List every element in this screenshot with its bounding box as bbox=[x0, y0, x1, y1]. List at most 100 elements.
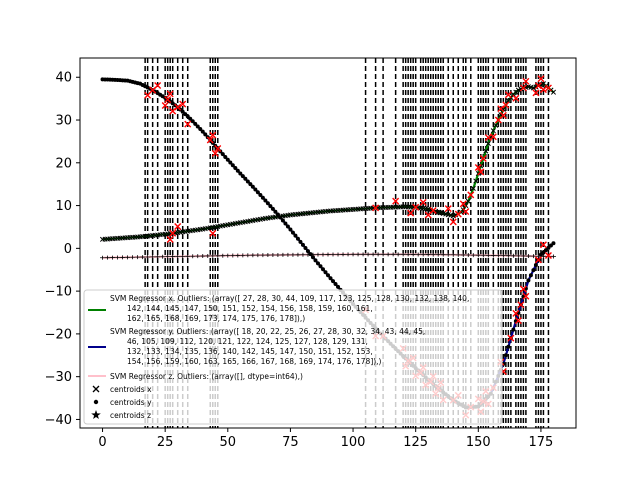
centroid-z-marker bbox=[230, 253, 236, 258]
y-tick-label: −10 bbox=[45, 285, 72, 300]
centroid-x-marker bbox=[473, 178, 479, 184]
centroid-z-marker bbox=[290, 252, 296, 257]
centroid-z-marker bbox=[490, 253, 496, 258]
centroid-z-marker bbox=[105, 255, 111, 260]
centroid-z-marker bbox=[255, 253, 261, 258]
y-tick-label: −30 bbox=[45, 370, 72, 385]
outlier-x-marker bbox=[459, 200, 467, 208]
legend-label-z: SVM Regressor z. Outliers: (array([], dt… bbox=[110, 372, 303, 381]
centroid-y-marker bbox=[331, 279, 336, 284]
centroid-z-marker bbox=[195, 254, 201, 259]
centroid-z-marker bbox=[400, 252, 406, 257]
outlier-x-marker bbox=[537, 75, 545, 83]
centroid-y-marker bbox=[195, 124, 200, 129]
outlier-y-marker bbox=[522, 292, 530, 300]
centroid-x-marker bbox=[493, 122, 499, 128]
centroid-y-marker bbox=[273, 209, 278, 214]
centroid-z-marker bbox=[165, 254, 171, 259]
centroid-z-marker bbox=[320, 252, 326, 257]
outlier-y-marker bbox=[144, 91, 152, 99]
centroid-y-marker bbox=[200, 129, 205, 134]
centroid-z-marker bbox=[270, 253, 276, 258]
outlier-x-marker bbox=[449, 218, 457, 226]
outlier-y-marker bbox=[154, 81, 162, 89]
centroid-y-marker bbox=[228, 160, 233, 165]
x-tick-label: 75 bbox=[282, 435, 299, 450]
centroid-y-marker bbox=[333, 282, 338, 287]
centroid-y-marker bbox=[533, 263, 538, 268]
centroid-z-marker bbox=[450, 252, 456, 257]
outlier-x-marker bbox=[444, 205, 452, 213]
centroid-z-marker bbox=[440, 252, 446, 257]
centroid-z-marker bbox=[285, 252, 291, 257]
centroid-y-marker bbox=[328, 276, 333, 281]
outlier-x-marker bbox=[174, 223, 182, 231]
centroid-y-marker bbox=[190, 119, 195, 124]
centroid-z-marker bbox=[185, 254, 191, 259]
centroid-z-marker bbox=[495, 253, 501, 258]
outlier-y-marker bbox=[539, 241, 547, 249]
legend-label-x-2: 142, 144, 145, 147, 150, 151, 152, 154, … bbox=[127, 304, 373, 313]
centroid-z-marker bbox=[420, 252, 426, 257]
centroid-y-marker bbox=[526, 278, 531, 283]
centroid-z-marker bbox=[305, 252, 311, 257]
centroid-y-marker bbox=[220, 152, 225, 157]
centroid-x-marker bbox=[470, 185, 476, 192]
centroid-z-marker bbox=[280, 252, 286, 257]
centroid-y-marker bbox=[270, 206, 275, 211]
outlier-y-marker bbox=[534, 256, 542, 264]
centroid-z-marker bbox=[180, 254, 186, 259]
outlier-y-marker bbox=[209, 131, 217, 139]
outlier-y-marker bbox=[214, 145, 222, 153]
centroid-y-marker bbox=[288, 227, 293, 232]
legend-label-x-1: SVM Regressor x. Outliers: (array([ 27, … bbox=[110, 294, 469, 303]
y-tick-label: 20 bbox=[55, 156, 72, 171]
legend-label-centroids-y: centroids y bbox=[110, 398, 152, 407]
centroid-y-marker bbox=[295, 236, 300, 241]
centroid-y-marker bbox=[285, 224, 290, 229]
centroid-z-marker bbox=[155, 254, 161, 259]
centroid-y-marker bbox=[203, 132, 208, 137]
centroid-z-marker bbox=[150, 254, 156, 259]
centroid-z-marker bbox=[200, 254, 206, 259]
centroid-y-marker bbox=[506, 344, 511, 349]
centroid-y-marker bbox=[253, 187, 258, 192]
centroid-x-marker bbox=[483, 148, 489, 154]
centroid-z-marker bbox=[470, 253, 476, 258]
outlier-y-marker bbox=[507, 334, 515, 342]
centroid-y-marker bbox=[298, 239, 303, 244]
centroid-z-marker bbox=[445, 252, 451, 257]
centroid-y-marker bbox=[293, 233, 298, 238]
outlier-x-marker bbox=[544, 84, 552, 92]
centroid-z-marker bbox=[435, 252, 441, 257]
centroid-z-marker bbox=[315, 252, 321, 257]
centroid-z-marker bbox=[375, 252, 381, 257]
outlier-x-marker bbox=[169, 229, 177, 237]
x-axis: 0 25 50 75 100 125 150 175 bbox=[98, 428, 553, 450]
y-tick-label: −40 bbox=[45, 413, 72, 428]
centroid-z-marker bbox=[310, 252, 316, 257]
centroid-y-marker bbox=[240, 174, 245, 179]
centroid-y-marker bbox=[235, 168, 240, 173]
outlier-y-marker bbox=[164, 96, 172, 104]
centroid-z-marker bbox=[355, 252, 361, 257]
centroid-z-marker bbox=[100, 255, 106, 260]
centroid-y-marker bbox=[528, 273, 533, 278]
centroid-z-marker bbox=[475, 253, 481, 258]
centroid-z-marker bbox=[535, 254, 541, 259]
centroid-y-marker bbox=[238, 171, 243, 176]
centroid-z-marker bbox=[485, 253, 491, 258]
outlier-x-marker bbox=[504, 91, 512, 99]
centroid-y-marker bbox=[278, 215, 283, 220]
centroid-z-marker bbox=[130, 255, 136, 260]
centroid-z-marker bbox=[415, 252, 421, 257]
centroid-y-marker bbox=[193, 121, 198, 126]
centroid-y-marker bbox=[198, 127, 203, 132]
outlier-x-marker bbox=[532, 89, 540, 97]
outlier-x-marker bbox=[412, 203, 420, 211]
centroid-z-marker bbox=[505, 253, 511, 258]
centroid-z-marker bbox=[170, 254, 176, 259]
centroid-y-marker bbox=[310, 255, 315, 260]
outlier-x-marker bbox=[372, 204, 380, 212]
outlier-x-marker bbox=[477, 168, 485, 176]
